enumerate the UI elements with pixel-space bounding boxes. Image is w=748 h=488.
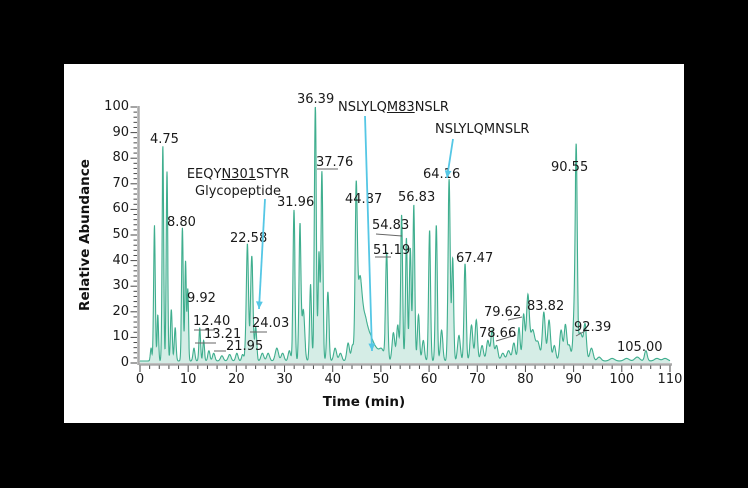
chromatogram-panel: Time (min) Relative Abundance 0 10 20 30 40 5… [64,64,684,423]
peak-label: 4.75 [150,132,179,147]
peak-label: 90.55 [551,160,589,175]
peak-label: 44.87 [345,192,383,207]
x-axis-title: Time (min) [322,394,406,410]
x-tick-label: 40 [324,372,341,387]
peak-label: 105.00 [617,340,663,355]
peak-label: 13.21 [204,327,242,342]
peak-label: 31.96 [277,195,315,210]
y-tick-label: 90 [112,124,129,140]
y-tick-label: 30 [112,278,129,294]
x-tick-label: 70 [468,372,486,387]
y-tick-label: 100 [104,99,129,114]
y-tick-label: 40 [112,252,129,268]
x-tick-label: 90 [565,372,582,387]
peak-label: 78.66 [479,326,517,341]
x-tick-label: 20 [228,372,245,387]
x-tick-label: 100 [609,372,635,387]
y-tick-label: 50 [112,227,129,242]
peak-label: 64.16 [423,167,461,182]
peak-label: 51.19 [373,243,411,258]
x-tick-label: 0 [135,372,145,387]
x-tick-label: 110 [657,372,683,387]
peak-label: 21.95 [226,339,264,354]
peak-label-leader [375,233,403,237]
y-tick-label: 60 [112,201,129,217]
peak-label: 8.80 [167,215,196,230]
peak-label: 12.40 [193,314,231,329]
peak-label: 83.82 [527,299,565,314]
peak-label: 9.92 [187,291,216,306]
x-tick-label: 60 [420,372,438,387]
peak-label-leader [575,330,586,337]
glycopeptide-annotation: EEQYN301STYR Glycopeptide [186,167,290,199]
peak-label: 92.39 [574,320,612,335]
unmodified-peptide-annotation: NSLYLQMNSLR [435,122,530,137]
peak-label: 79.62 [484,305,522,320]
peak-label: 67.47 [456,251,494,266]
x-tick-label: 10 [179,372,197,387]
peak-label: 22.58 [230,231,268,246]
m83-peptide-annotation: NSLYLQM83NSLR [338,100,449,115]
peak-label: 54.83 [372,218,410,233]
chromatogram-trace [139,106,671,362]
x-tick-label: 30 [276,372,293,387]
x-tick-label: 80 [517,372,534,387]
peak-label-leader [495,334,517,342]
chromatogram-plot [130,106,672,372]
y-tick-label: 80 [112,150,129,166]
y-tick-label: 10 [112,329,129,345]
y-tick-label: 70 [112,175,129,191]
peak-label: 36.39 [297,92,335,107]
peak-label: 56.83 [398,190,436,205]
y-tick-label: 0 [120,355,129,370]
peak-label: 37.76 [316,155,354,170]
peak-label: 24.03 [252,316,290,331]
y-axis-title: Relative Abundance [77,159,93,311]
peak-label-leader [507,316,523,321]
x-tick-label: 50 [372,372,390,387]
y-tick-label: 20 [112,303,129,319]
